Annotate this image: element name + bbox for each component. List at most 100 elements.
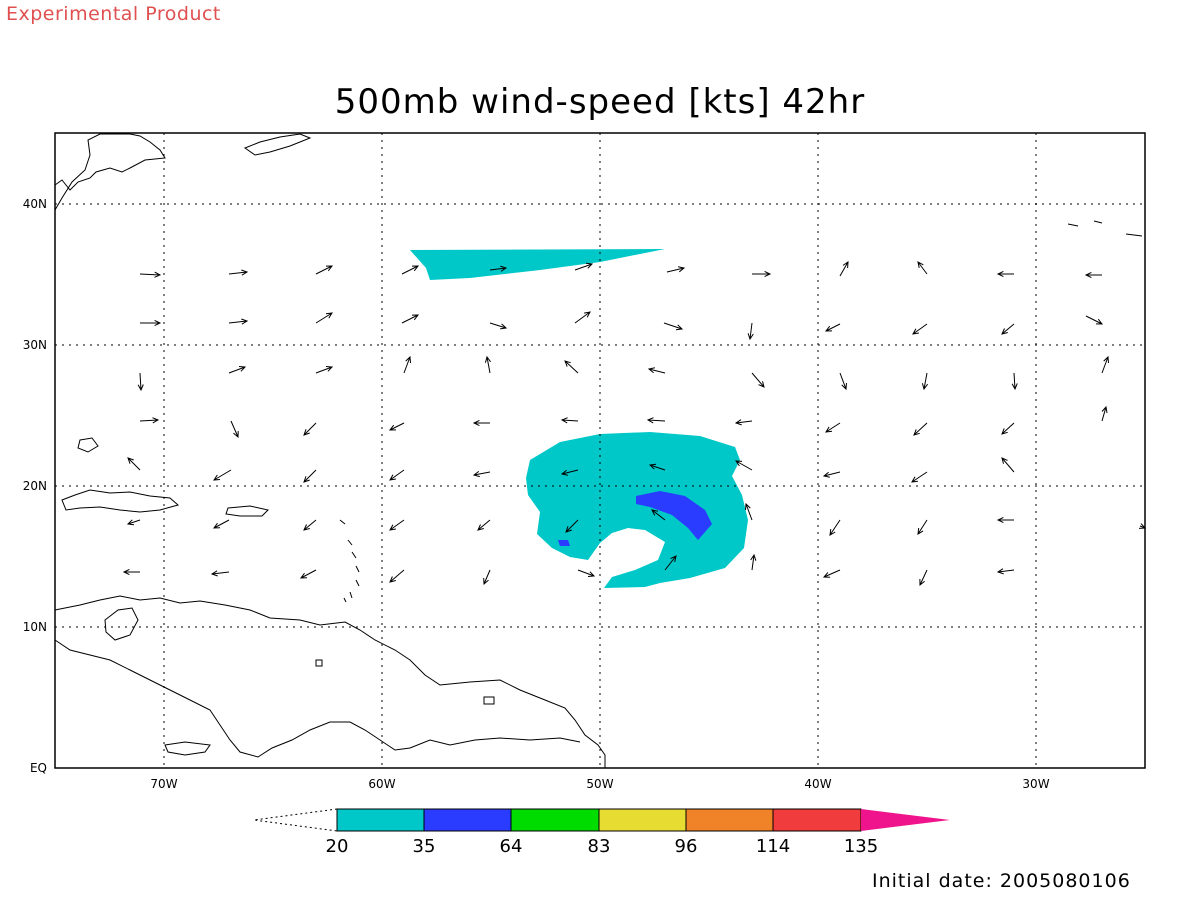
wind-arrow <box>825 422 841 433</box>
colorbar-bin-96-114 <box>685 808 774 832</box>
wind-arrow <box>401 314 420 324</box>
wind-arrow <box>1101 355 1109 374</box>
wind-arrow <box>752 270 772 278</box>
wind-arrow <box>574 311 591 324</box>
wind-arrow <box>210 570 230 577</box>
wind-arrow <box>303 469 317 483</box>
wind-speed-contours <box>410 249 748 588</box>
wind-arrow <box>315 312 333 324</box>
wind-arrow <box>489 322 508 330</box>
wind-arrow <box>666 266 686 273</box>
wind-arrow <box>647 367 666 374</box>
wind-contour-35 <box>636 491 712 540</box>
wind-arrow <box>751 372 765 388</box>
wind-contour-20-main <box>526 432 748 588</box>
lat-tick-labels: 40N 30N 20N 10N EQ <box>23 197 47 775</box>
wind-arrow <box>917 261 928 275</box>
wind-arrow <box>829 519 841 536</box>
lat-tick-eq: EQ <box>30 761 47 775</box>
wind-arrow <box>1085 315 1104 325</box>
wind-arrow <box>126 519 141 526</box>
colorbar-high-triangle <box>861 809 950 831</box>
wind-arrow <box>921 372 928 391</box>
wind-arrow <box>477 519 491 531</box>
colorbar-label-35: 35 <box>413 836 436 857</box>
colorbar: 20 35 64 83 96 114 135 <box>253 808 950 857</box>
wind-arrow <box>750 553 757 571</box>
wind-arrow <box>1011 372 1018 391</box>
wind-arrow <box>745 502 753 521</box>
wind-arrow <box>565 519 579 533</box>
colorbar-low-triangle <box>253 808 338 832</box>
wind-arrow <box>389 569 405 583</box>
wind-arrow <box>651 509 666 521</box>
wind-arrow <box>560 417 579 424</box>
wind-vectors <box>122 260 1147 587</box>
wind-arrow <box>389 519 405 531</box>
grid-lines <box>55 133 1145 768</box>
wind-arrow <box>734 419 753 426</box>
wind-arrow <box>664 555 677 571</box>
wind-arrow <box>913 422 928 436</box>
wind-arrow <box>401 265 420 275</box>
wind-arrow <box>228 269 249 276</box>
wind-arrow <box>140 319 162 327</box>
wind-arrow <box>472 471 491 478</box>
lat-tick-10n: 10N <box>23 620 47 634</box>
lon-tick-70w: 70W <box>150 777 177 791</box>
lat-tick-40n: 40N <box>23 197 47 211</box>
wind-arrow <box>1138 523 1147 529</box>
wind-arrow <box>213 469 232 481</box>
wind-arrow <box>663 322 684 331</box>
colorbar-label-135: 135 <box>844 836 878 857</box>
wind-arrow <box>839 372 847 391</box>
lat-tick-30n: 30N <box>23 338 47 352</box>
wind-arrow <box>127 457 141 471</box>
colorbar-label-64: 64 <box>500 836 523 857</box>
wind-arrow <box>747 322 754 341</box>
wind-arrow <box>824 323 841 332</box>
wind-arrow <box>299 569 317 579</box>
initial-date-label: Initial date: 2005080106 <box>872 870 1131 892</box>
lon-tick-50w: 50W <box>586 777 613 791</box>
colorbar-label-83: 83 <box>588 836 611 857</box>
wind-arrow <box>472 419 490 427</box>
small-islands <box>339 220 1143 603</box>
wind-arrow <box>577 569 596 577</box>
wind-arrow <box>564 360 579 374</box>
coastlines <box>54 133 606 768</box>
colorbar-bin-83-96 <box>598 808 687 832</box>
wind-arrow <box>403 355 411 374</box>
wind-arrow <box>648 463 666 471</box>
lon-tick-30w: 30W <box>1022 777 1049 791</box>
wind-arrow <box>560 469 579 476</box>
wind-contour-35-small <box>558 540 570 546</box>
colorbar-label-20: 20 <box>326 836 349 857</box>
experimental-product-label: Experimental Product <box>6 3 221 25</box>
chart-title: 500mb wind-speed [kts] 42hr <box>334 82 866 122</box>
colorbar-label-114: 114 <box>756 836 790 857</box>
wind-arrow <box>574 262 594 271</box>
wind-arrow <box>230 420 239 439</box>
wind-arrow <box>139 271 162 278</box>
wind-arrow <box>917 519 928 535</box>
wind-arrow <box>1001 323 1015 335</box>
wind-arrow <box>996 516 1014 524</box>
lon-tick-60w: 60W <box>368 777 395 791</box>
wind-arrow <box>1101 405 1108 422</box>
wind-arrow <box>839 260 849 277</box>
wind-arrow <box>389 469 405 481</box>
wind-arrow <box>1001 457 1015 473</box>
wind-arrow <box>911 471 928 483</box>
wind-arrow <box>912 323 928 335</box>
wind-arrow <box>1001 422 1015 435</box>
wind-arrow <box>139 417 160 424</box>
colorbar-bin-35-64 <box>423 808 512 832</box>
wind-arrow <box>212 519 230 529</box>
wind-arrow <box>303 422 317 436</box>
colorbar-bin-64-83 <box>510 808 600 832</box>
lon-tick-labels: 70W 60W 50W 40W 30W <box>150 777 1049 791</box>
colorbar-bin-20-35 <box>336 808 425 832</box>
wind-arrow <box>137 372 144 392</box>
